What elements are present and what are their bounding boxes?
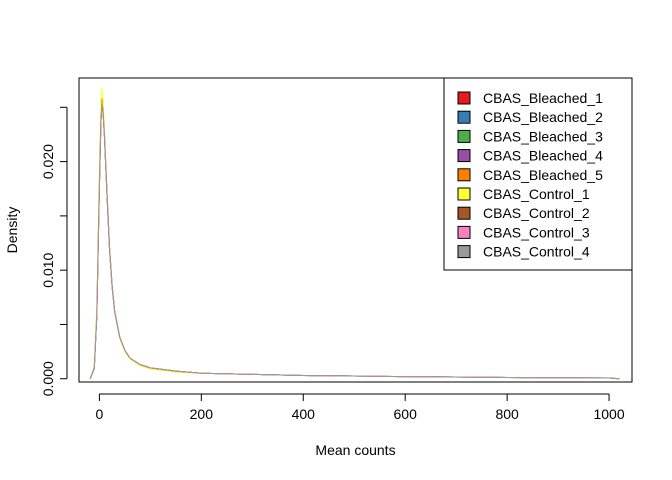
legend-swatch	[457, 168, 471, 182]
legend: CBAS_Bleached_1 CBAS_Bleached_2 CBAS_Bleac…	[443, 77, 633, 271]
series-layer	[89, 87, 620, 380]
x-tick-label: 0	[95, 406, 103, 422]
x-tick-label: 200	[190, 406, 214, 422]
legend-entry-label: CBAS_Control_2	[483, 205, 590, 221]
x-axis: 0 200 400 600 800 1000	[95, 393, 625, 422]
legend-swatch	[457, 187, 471, 201]
legend-swatch	[457, 110, 471, 124]
y-tick-label: 0.000	[40, 361, 56, 396]
legend-swatch	[457, 206, 471, 220]
x-tick-label: 800	[495, 406, 519, 422]
legend-entry-label: CBAS_Bleached_1	[483, 90, 603, 106]
legend-swatch	[457, 245, 471, 259]
legend-entry-label: CBAS_Bleached_2	[483, 109, 603, 125]
legend-entry-label: CBAS_Bleached_4	[483, 148, 603, 164]
y-tick-label: 0.020	[40, 144, 56, 179]
legend-swatch	[457, 149, 471, 163]
legend-box	[443, 77, 633, 271]
series-line-cbas-control-4	[89, 103, 620, 380]
legend-entry-label: CBAS_Control_4	[483, 244, 590, 260]
y-axis: 0.000 0.010 0.020	[40, 106, 68, 396]
x-axis-label: Mean counts	[315, 442, 395, 458]
y-tick-label: 0.010	[40, 252, 56, 287]
legend-swatch	[457, 129, 471, 143]
x-tick-label: 400	[292, 406, 316, 422]
legend-entry-label: CBAS_Control_3	[483, 224, 590, 240]
legend-swatch	[457, 91, 471, 105]
legend-entry-label: CBAS_Control_1	[483, 186, 590, 202]
x-tick-label: 600	[394, 406, 418, 422]
legend-entry-label: CBAS_Bleached_5	[483, 167, 603, 183]
legend-entry-label: CBAS_Bleached_3	[483, 128, 603, 144]
legend-swatch	[457, 225, 471, 239]
x-tick-label: 1000	[593, 406, 624, 422]
y-axis-label: Density	[4, 207, 20, 254]
